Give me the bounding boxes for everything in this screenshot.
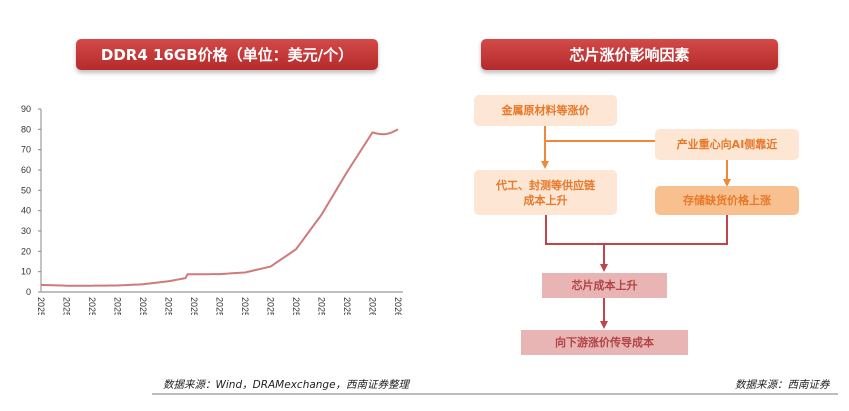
x-tick-label: 2025/5/2 [138, 297, 148, 315]
x-tick-label: 2025/8/30 [240, 297, 250, 315]
x-tick-label: 2025/7/31 [215, 297, 225, 315]
x-tick-label: 2025/4/2 [113, 297, 123, 315]
chart-title: DDR4 16GB价格（单位：美元/个） [76, 39, 378, 70]
x-tick-label: 2025/2/1 [62, 297, 72, 315]
x-tick-label: 2025/11/28 [317, 297, 327, 315]
x-tick-label: 2025/12/28 [342, 297, 352, 315]
y-tick-label: 70 [21, 145, 31, 155]
x-tick-label: 2026/1/27 [368, 297, 378, 315]
price-line-chart: 0 10 20 30 40 50 60 70 80 90 2025/1/2 2025/2/1 2025/… [21, 104, 403, 315]
y-tick-label: 10 [21, 267, 31, 277]
left-divider [152, 393, 522, 395]
left-source-note: 数据来源：Wind，DRAMexchange，西南证券整理 [163, 379, 410, 391]
y-tick-label: 0 [26, 287, 31, 297]
right-divider [522, 393, 838, 395]
diagram-title: 芯片涨价影响因素 [481, 39, 778, 70]
y-tick-label: 80 [21, 124, 31, 134]
box-foundry-cost: 代工、封测等供应链 成本上升 [474, 170, 617, 215]
box-foundry-line1: 代工、封测等供应链 [496, 178, 595, 192]
box-storage-shortage: 存储缺货价格上涨 [655, 186, 799, 215]
box-downstream: 向下游涨价传导成本 [521, 330, 688, 355]
x-tick-label: 2025/6/1 [164, 297, 174, 315]
y-tick-label: 90 [21, 104, 31, 114]
price-line [40, 128, 399, 287]
y-tick-label: 50 [21, 185, 31, 195]
box-foundry-line2: 成本上升 [523, 193, 568, 207]
box-chip-cost: 芯片成本上升 [542, 273, 667, 298]
y-tick-label: 30 [21, 226, 31, 236]
x-tick-label: 2026/2/26 [393, 297, 403, 315]
x-tick-label: 2025/9/29 [266, 297, 276, 315]
y-tick-label: 40 [21, 206, 31, 216]
y-tick-label: 20 [21, 246, 31, 256]
connector-bracket [545, 215, 728, 245]
x-tick-label: 2025/7/1 [189, 297, 199, 315]
box-metal-price: 金属原材料等涨价 [474, 95, 617, 126]
x-tick-label: 2025/1/2 [36, 297, 46, 315]
right-source-note: 数据来源：西南证券 [735, 379, 830, 391]
x-tick-label: 2025/10/29 [291, 297, 301, 315]
box-ai-focus: 产业重心向AI侧靠近 [655, 129, 799, 160]
x-tick-label: 2025/3/3 [87, 297, 97, 315]
y-tick-label: 60 [21, 165, 31, 175]
